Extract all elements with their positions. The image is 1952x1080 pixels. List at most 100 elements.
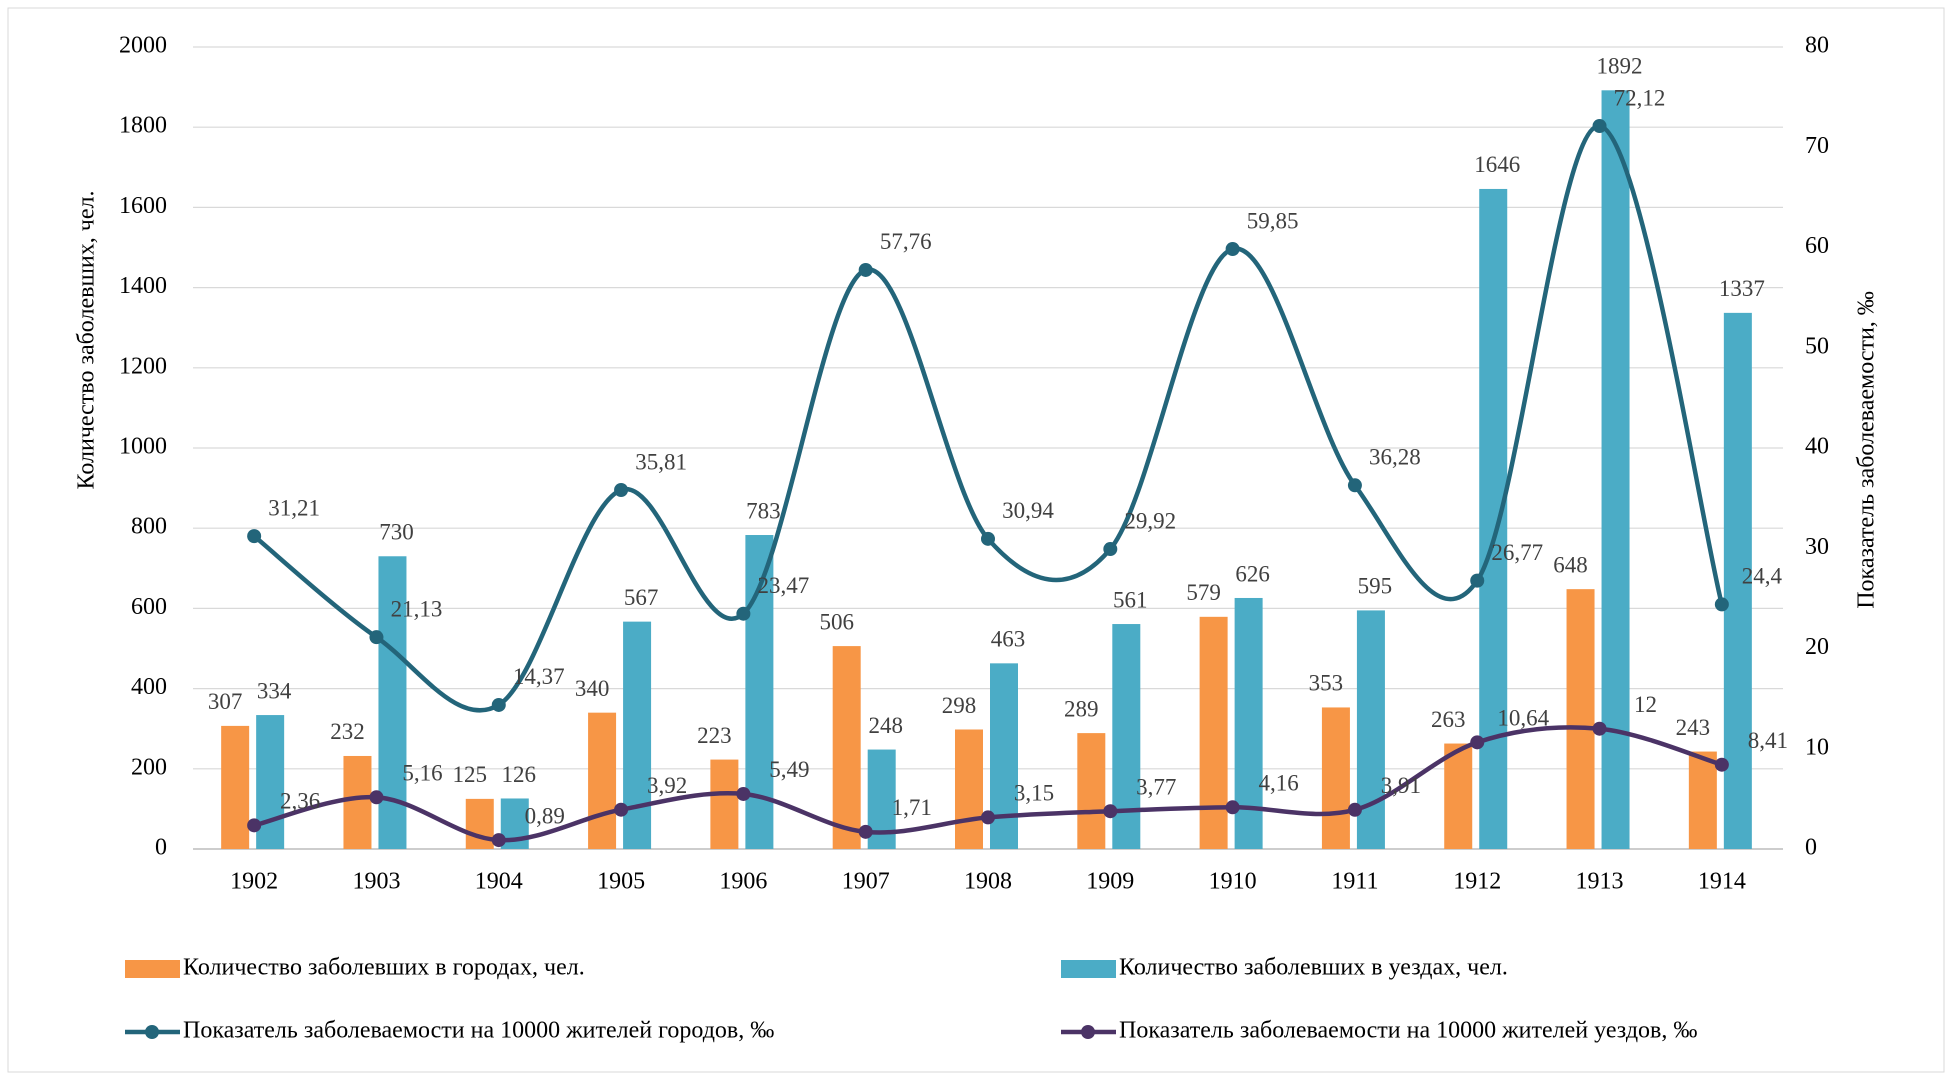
line-marker — [858, 824, 873, 839]
x-tick-label: 1910 — [1209, 869, 1257, 895]
line-marker — [1470, 735, 1485, 750]
bar-label: 353 — [1309, 671, 1344, 696]
line — [252, 123, 1725, 713]
line-label: 72,12 — [1614, 85, 1666, 110]
line-marker — [1470, 573, 1485, 588]
line-label: 8,41 — [1748, 728, 1788, 753]
bar — [1199, 616, 1228, 849]
bar-label: 340 — [575, 676, 610, 701]
line-label: 0,89 — [525, 803, 565, 828]
y2-tick-label: 80 — [1805, 33, 1829, 59]
legend-swatch — [1061, 960, 1116, 978]
line-label: 29,92 — [1124, 508, 1176, 533]
y-tick-label: 800 — [131, 514, 167, 540]
line-marker — [1714, 757, 1729, 772]
y-tick-label: 600 — [131, 594, 167, 620]
bar-label: 298 — [942, 693, 977, 718]
bar — [832, 646, 861, 849]
legend-label: Количество заболевших в городах, чел. — [183, 955, 585, 981]
bar-label: 567 — [624, 585, 659, 610]
x-tick-label: 1914 — [1698, 869, 1746, 895]
line-label: 10,64 — [1497, 706, 1549, 731]
bar-label: 232 — [330, 719, 365, 744]
bar — [1723, 312, 1752, 849]
bar — [1601, 90, 1630, 850]
y-tick-label: 200 — [131, 754, 167, 780]
x-tick-label: 1902 — [230, 869, 278, 895]
x-tick-label: 1912 — [1453, 869, 1501, 895]
line-marker — [1592, 721, 1607, 736]
bar-label: 307 — [208, 689, 243, 714]
bar — [1356, 610, 1385, 849]
bar-label: 334 — [257, 678, 292, 703]
bar — [256, 715, 285, 849]
x-tick-label: 1908 — [964, 869, 1012, 895]
x-tick-label: 1906 — [719, 869, 767, 895]
line-marker — [369, 630, 384, 645]
line-label: 21,13 — [391, 596, 443, 621]
y2-tick-label: 10 — [1805, 734, 1829, 760]
bar — [465, 798, 494, 849]
legend-label: Показатель заболеваемости на 10000 жител… — [1119, 1018, 1697, 1044]
bar — [1112, 624, 1141, 849]
line-marker — [736, 606, 751, 621]
y-tick-label: 2000 — [119, 33, 167, 59]
line-label: 3,77 — [1136, 774, 1176, 799]
line-marker — [491, 833, 506, 848]
y2-axis-label: Показатель заболеваемости, ‰ — [1854, 291, 1880, 609]
line-marker — [1225, 242, 1240, 257]
legend-label: Количество заболевших в уездах, чел. — [1119, 955, 1508, 981]
line-label: 24,4 — [1742, 564, 1783, 589]
line-marker — [247, 818, 262, 833]
bar-label: 561 — [1113, 587, 1148, 612]
line-marker — [1225, 800, 1240, 815]
bar — [1688, 751, 1717, 849]
bar-label: 730 — [379, 520, 414, 545]
bar — [1479, 188, 1508, 850]
line-label: 26,77 — [1491, 540, 1543, 565]
line-marker — [736, 786, 751, 801]
line-marker — [981, 531, 995, 546]
bar-label: 648 — [1553, 552, 1588, 577]
x-tick-label: 1909 — [1086, 869, 1134, 895]
y-tick-label: 0 — [155, 835, 167, 861]
line-label: 2,36 — [280, 789, 320, 814]
bar — [1566, 589, 1595, 849]
bar-label: 579 — [1186, 580, 1221, 605]
legend-swatch — [125, 960, 180, 978]
x-tick-label: 1911 — [1331, 869, 1378, 895]
x-tick-label: 1913 — [1576, 869, 1624, 895]
bar — [1321, 707, 1350, 849]
y-axis-label: Количество заболевших, чел. — [74, 191, 100, 490]
y2-tick-label: 60 — [1805, 233, 1829, 259]
bar — [710, 759, 739, 849]
y-tick-label: 1000 — [119, 434, 167, 460]
bar-label: 506 — [819, 609, 854, 634]
bar-label: 223 — [697, 723, 732, 748]
bar-label: 243 — [1676, 715, 1711, 740]
line-label: 14,37 — [513, 664, 565, 689]
y-tick-label: 400 — [131, 674, 167, 700]
line-marker — [858, 262, 873, 277]
line-marker — [1592, 118, 1607, 133]
line-marker — [614, 483, 629, 498]
line-label: 4,16 — [1258, 771, 1298, 796]
line-label: 3,92 — [647, 773, 687, 798]
bar — [1444, 743, 1473, 849]
line-label: 3,91 — [1381, 773, 1421, 798]
line-marker — [614, 802, 629, 817]
bar-label: 595 — [1358, 574, 1393, 599]
y2-tick-label: 0 — [1805, 835, 1817, 861]
bar — [588, 712, 617, 849]
line-label: 31,21 — [268, 495, 320, 520]
line-marker — [981, 810, 995, 825]
line-label: 36,28 — [1369, 445, 1421, 470]
bar-label: 1337 — [1719, 276, 1765, 301]
bar-label: 1646 — [1474, 152, 1520, 177]
line-marker — [1714, 597, 1729, 612]
line-marker — [1103, 804, 1118, 819]
line-marker — [1103, 542, 1118, 557]
y-tick-label: 1600 — [119, 193, 167, 219]
x-tick-label: 1904 — [475, 869, 523, 895]
